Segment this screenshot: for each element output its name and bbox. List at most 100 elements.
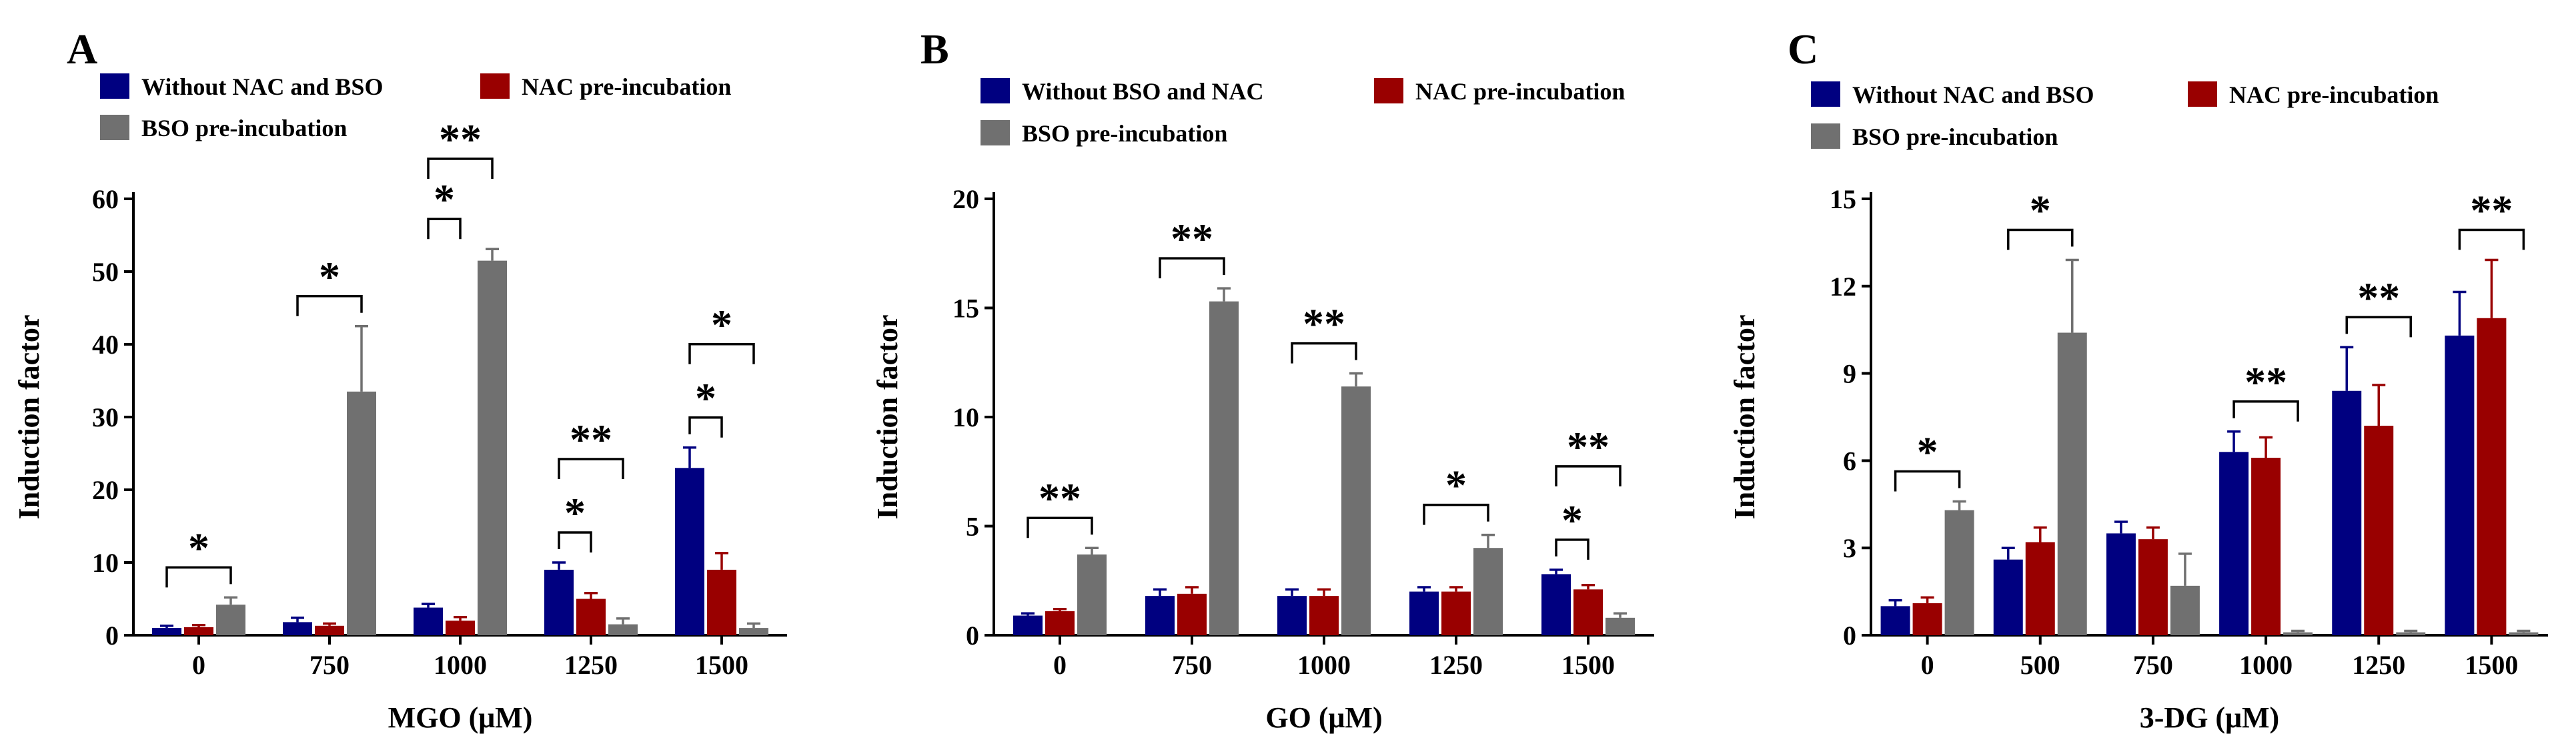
y-axis-title: Induction factor [871, 315, 904, 520]
bar-blue [2106, 533, 2136, 635]
bar-gray [2509, 632, 2539, 635]
bar-blue [414, 607, 443, 635]
y-tick-label: 15 [1830, 184, 1856, 214]
significance-label: * [564, 489, 586, 536]
legend-item-gray: BSO pre-incubation [100, 115, 347, 141]
legend-label: BSO pre-incubation [1852, 123, 2058, 150]
y-tick-label: 60 [92, 184, 119, 214]
bar-red [707, 569, 736, 635]
panel-label: C [1788, 25, 1818, 73]
x-tick-label: 1000 [2239, 650, 2293, 680]
y-axis-title: Induction factor [13, 315, 45, 520]
significance-bracket [1894, 470, 1961, 492]
legend-swatch-blue [100, 73, 129, 99]
significance-label: * [188, 524, 209, 571]
bar-blue [1409, 591, 1439, 635]
bar-gray [1209, 301, 1239, 635]
significance-label: ** [2470, 187, 2513, 234]
legend-label: Without NAC and BSO [141, 73, 383, 100]
bar-blue [1145, 596, 1175, 635]
y-tick-label: 10 [92, 548, 119, 578]
significance-bracket [1291, 342, 1357, 364]
bar-blue [675, 468, 704, 635]
y-tick-label: 30 [92, 402, 119, 432]
legend-label: NAC pre-incubation [2229, 81, 2439, 108]
bar-gray [2170, 585, 2200, 635]
significance-bracket [1555, 465, 1622, 486]
significance-bracket [558, 531, 592, 552]
legend-item-gray: BSO pre-incubation [981, 120, 1227, 147]
y-tick-label: 20 [952, 184, 979, 214]
y-tick-label: 15 [952, 294, 979, 324]
significance-bracket [688, 343, 755, 364]
bar-blue [152, 628, 181, 635]
legend-label: NAC pre-incubation [1415, 78, 1625, 105]
legend-label: Without NAC and BSO [1852, 81, 2094, 108]
bar-gray [1944, 510, 1974, 635]
legend-item-red: NAC pre-incubation [2188, 81, 2439, 108]
x-tick-label: 750 [1172, 650, 1212, 680]
legend-label: BSO pre-incubation [1022, 120, 1227, 147]
y-tick-label: 20 [92, 475, 119, 505]
bar-gray [739, 628, 768, 635]
legend-swatch-blue [981, 78, 1010, 103]
bar-red [1309, 596, 1339, 635]
legend-item-gray: BSO pre-incubation [1811, 123, 2058, 150]
panel-label: A [67, 25, 97, 73]
significance-label: * [695, 374, 716, 422]
bar-gray [2396, 632, 2426, 635]
significance-label: ** [1039, 474, 1081, 522]
significance-bracket [558, 458, 624, 479]
x-tick-label: 1000 [434, 650, 487, 680]
x-tick-label: 1000 [1297, 650, 1351, 680]
significance-label: * [319, 253, 340, 300]
significance-label: ** [1171, 215, 1213, 262]
y-tick-label: 6 [1843, 446, 1856, 476]
bar-red [1912, 603, 1942, 635]
y-axis-title: Induction factor [1728, 315, 1761, 520]
x-axis-title: 3-DG (μM) [2140, 701, 2279, 734]
significance-bracket [2232, 400, 2299, 422]
bar-blue [2445, 335, 2475, 635]
bar-gray [2283, 632, 2313, 635]
y-tick-label: 40 [92, 330, 119, 360]
significance-bracket [2458, 228, 2525, 250]
significance-label: ** [2244, 358, 2287, 406]
x-tick-label: 1500 [2465, 650, 2518, 680]
legend-swatch-red [480, 73, 510, 99]
panel-label: B [920, 25, 949, 73]
bar-blue [1880, 606, 1910, 635]
legend-label: NAC pre-incubation [522, 73, 731, 100]
x-tick-label: 0 [1921, 650, 1934, 680]
y-tick-label: 0 [1843, 621, 1856, 651]
bar-gray [1077, 554, 1107, 635]
bar-blue [2219, 452, 2249, 635]
y-tick-label: 0 [966, 621, 979, 651]
significance-bracket [427, 157, 494, 179]
legend-swatch-blue [1811, 81, 1840, 107]
x-tick-label: 500 [2020, 650, 2060, 680]
legend-swatch-gray [100, 115, 129, 140]
significance-label: * [2030, 187, 2051, 234]
bar-red [1177, 593, 1207, 635]
significance-bracket [296, 295, 363, 316]
legend-swatch-gray [1811, 123, 1840, 149]
significance-bracket [1027, 516, 1093, 538]
bar-red [315, 625, 344, 635]
x-axis-title: GO (μM) [1265, 701, 1382, 734]
bar-gray [2057, 332, 2087, 635]
panel-c: C Without NAC and BSO NAC pre-incubation BS… [1728, 25, 2548, 734]
significance-bracket [2007, 228, 2074, 250]
y-tick-label: 50 [92, 257, 119, 287]
significance-label: ** [439, 115, 482, 163]
x-tick-label: 750 [309, 650, 350, 680]
significance-label: ** [570, 416, 612, 463]
bar-red [1573, 589, 1603, 635]
significance-bracket [1423, 503, 1489, 525]
significance-bracket [165, 566, 232, 588]
legend-swatch-gray [981, 120, 1010, 145]
significance-label: * [434, 175, 455, 223]
legend-item-red: NAC pre-incubation [480, 73, 731, 100]
y-tick-label: 9 [1843, 359, 1856, 389]
